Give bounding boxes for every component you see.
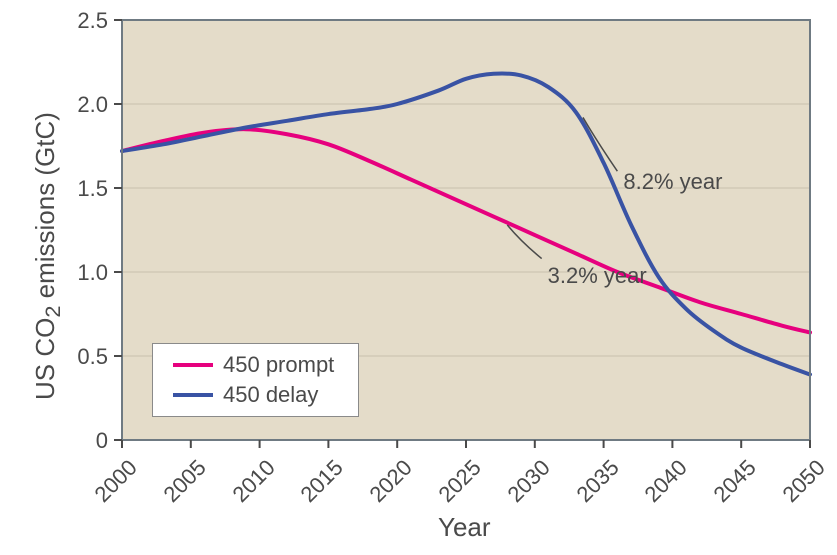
legend-swatch-delay: [173, 393, 213, 397]
y-tick-label: 1.5: [77, 176, 108, 202]
legend: 450 prompt 450 delay: [152, 343, 359, 417]
legend-swatch-prompt: [173, 363, 213, 367]
legend-label-prompt: 450 prompt: [223, 352, 334, 378]
y-tick-label: 1.0: [77, 260, 108, 286]
y-tick-label: 0.5: [77, 344, 108, 370]
y-tick-label: 2.5: [77, 8, 108, 34]
legend-label-delay: 450 delay: [223, 382, 318, 408]
legend-item-prompt: 450 prompt: [163, 350, 344, 380]
x-axis-label: Year: [438, 512, 491, 543]
y-tick-label: 0: [96, 428, 108, 454]
y-tick-label: 2.0: [77, 92, 108, 118]
annotation-3-2: 3.2% year: [548, 263, 647, 289]
annotation-8-2: 8.2% year: [623, 169, 722, 195]
y-axis-label: US CO2 emissions (GtC): [30, 112, 66, 400]
chart-container: US CO2 emissions (GtC) Year 450 prompt 4…: [0, 0, 837, 555]
legend-item-delay: 450 delay: [163, 380, 344, 410]
